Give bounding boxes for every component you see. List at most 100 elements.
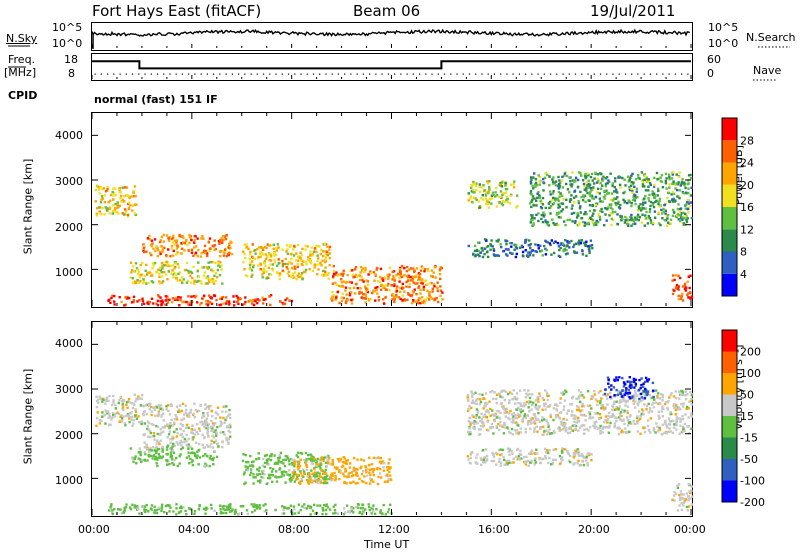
power-pixel-4 bbox=[262, 267, 265, 270]
velocity-pixel-2 bbox=[204, 453, 207, 456]
velocity-pixel-4 bbox=[293, 460, 296, 463]
power-pixel-1 bbox=[176, 251, 179, 254]
power-pixel-3 bbox=[218, 297, 222, 300]
power-pixel-7 bbox=[624, 184, 627, 187]
power-pixel-7 bbox=[591, 221, 594, 224]
velocity-pixel-1 bbox=[148, 404, 151, 408]
velocity-pixel-4 bbox=[352, 474, 355, 477]
velocity-pixel-1 bbox=[207, 407, 211, 410]
power-pixel-7 bbox=[656, 194, 659, 197]
velocity-pixel-5 bbox=[223, 508, 227, 512]
velocity-pixel-6 bbox=[571, 429, 574, 432]
power-pixel-4 bbox=[316, 245, 319, 248]
power-pixel-9 bbox=[686, 280, 689, 283]
velocity-pixel-4 bbox=[308, 473, 311, 476]
velocity-pixel-3 bbox=[243, 471, 246, 474]
velocity-pixel-5 bbox=[364, 508, 367, 511]
velocity-pixel-5 bbox=[178, 511, 181, 514]
velocity-pixel-0 bbox=[101, 400, 104, 403]
velocity-pixel-4 bbox=[293, 468, 296, 472]
velocity-pixel-6 bbox=[632, 397, 635, 401]
power-pixel-5 bbox=[426, 283, 429, 286]
power-pixel-0 bbox=[103, 213, 106, 216]
velocity-pixel-6 bbox=[486, 408, 489, 412]
velocity-pixel-1 bbox=[206, 428, 210, 431]
power-pixel-4 bbox=[315, 244, 318, 248]
nave-trace-dot bbox=[649, 73, 651, 75]
power-pixel-7 bbox=[531, 218, 534, 222]
velocity-pixel-3 bbox=[300, 452, 304, 455]
power-pixel-7 bbox=[649, 204, 652, 208]
power-pixel-5 bbox=[438, 268, 442, 271]
power-pixel-7 bbox=[579, 211, 582, 214]
velocity-pixel-8 bbox=[646, 390, 650, 393]
velocity-pixel-7 bbox=[524, 461, 527, 464]
power-pixel-7 bbox=[633, 218, 637, 221]
power-pixel-5 bbox=[368, 298, 371, 301]
power-pixel-2 bbox=[157, 268, 160, 271]
power-pixel-7 bbox=[648, 193, 651, 197]
power-pixel-7 bbox=[565, 206, 568, 209]
velocity-pixel-5 bbox=[281, 505, 284, 508]
velocity-pixel-3 bbox=[252, 460, 255, 463]
velocity-pixel-9 bbox=[690, 495, 694, 498]
velocity-pixel-6 bbox=[658, 397, 662, 400]
power-pixel-4 bbox=[292, 276, 295, 279]
velocity-pixel-6 bbox=[495, 416, 499, 419]
velocity-pixel-6 bbox=[467, 408, 470, 411]
power-pixel-1 bbox=[183, 249, 186, 252]
velocity-pixel-6 bbox=[557, 427, 560, 430]
power-pixel-7 bbox=[557, 216, 561, 219]
power-pixel-7 bbox=[644, 207, 647, 210]
velocity-pixel-2 bbox=[185, 456, 189, 459]
velocity-pixel-1 bbox=[229, 416, 232, 420]
velocity-pixel-6 bbox=[641, 398, 644, 402]
velocity-pixel-1 bbox=[157, 441, 160, 444]
power-pixel-1 bbox=[158, 240, 162, 244]
power-pixel-7 bbox=[678, 213, 681, 217]
power-pixel-6 bbox=[478, 206, 481, 209]
power-pixel-5 bbox=[334, 273, 337, 276]
velocity-pixel-8 bbox=[621, 376, 624, 380]
velocity-pixel-4 bbox=[356, 458, 359, 461]
velocity-pixel-6 bbox=[682, 425, 685, 429]
velocity-pixel-7 bbox=[575, 451, 578, 454]
power-pixel-7 bbox=[577, 200, 580, 203]
power-pixel-5 bbox=[384, 296, 387, 299]
velocity-pixel-6 bbox=[679, 424, 682, 427]
power-pixel-1 bbox=[161, 248, 164, 251]
power-pixel-7 bbox=[626, 201, 629, 205]
power-pixel-5 bbox=[417, 297, 420, 300]
velocity-pixel-7 bbox=[585, 455, 588, 458]
velocity-pixel-3 bbox=[268, 476, 272, 480]
velocity-pixel-2 bbox=[170, 458, 174, 461]
power-pixel-7 bbox=[611, 184, 614, 187]
power-pixel-7 bbox=[631, 191, 634, 194]
velocity-pixel-3 bbox=[262, 469, 265, 473]
power-pixel-5 bbox=[422, 285, 426, 288]
velocity-pixel-4 bbox=[380, 476, 383, 479]
velocity-pixel-6 bbox=[678, 417, 681, 420]
power-pixel-5 bbox=[342, 269, 345, 272]
velocity-pixel-4 bbox=[389, 478, 393, 482]
power-pixel-3 bbox=[247, 300, 250, 303]
power-pixel-7 bbox=[686, 207, 689, 211]
velocity-pixel-8 bbox=[624, 391, 628, 394]
power-pixel-7 bbox=[601, 210, 604, 214]
power-pixel-2 bbox=[206, 275, 210, 278]
velocity-pixel-7 bbox=[561, 451, 564, 454]
velocity-pixel-6 bbox=[611, 408, 614, 412]
velocity-pixel-6 bbox=[649, 417, 653, 420]
power-pixel-5 bbox=[344, 286, 348, 289]
velocity-pixel-1 bbox=[206, 412, 209, 415]
velocity-pixel-5 bbox=[355, 505, 358, 509]
power-pixel-6 bbox=[488, 180, 491, 183]
velocity-pixel-1 bbox=[184, 411, 187, 414]
power-pixel-6 bbox=[486, 180, 489, 183]
power-pixel-7 bbox=[608, 180, 611, 184]
power-pixel-3 bbox=[218, 303, 221, 307]
velocity-pixel-6 bbox=[622, 396, 626, 399]
power-pixel-7 bbox=[633, 199, 637, 202]
velocity-pixel-6 bbox=[653, 398, 656, 401]
power-pixel-8 bbox=[563, 248, 566, 251]
